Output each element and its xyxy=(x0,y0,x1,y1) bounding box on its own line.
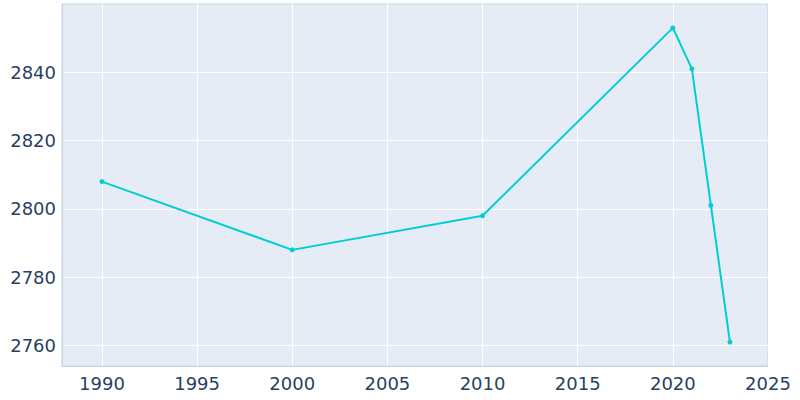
svg-text:2780: 2780 xyxy=(10,267,56,288)
svg-text:2820: 2820 xyxy=(10,130,56,151)
svg-text:2800: 2800 xyxy=(10,198,56,219)
svg-text:2015: 2015 xyxy=(555,373,601,394)
svg-text:2025: 2025 xyxy=(745,373,791,394)
svg-text:2000: 2000 xyxy=(269,373,315,394)
svg-text:2005: 2005 xyxy=(365,373,411,394)
svg-text:2840: 2840 xyxy=(10,62,56,83)
svg-text:1995: 1995 xyxy=(174,373,220,394)
svg-text:2760: 2760 xyxy=(10,335,56,356)
svg-text:2020: 2020 xyxy=(650,373,696,394)
svg-text:2010: 2010 xyxy=(460,373,506,394)
svg-text:1990: 1990 xyxy=(79,373,125,394)
